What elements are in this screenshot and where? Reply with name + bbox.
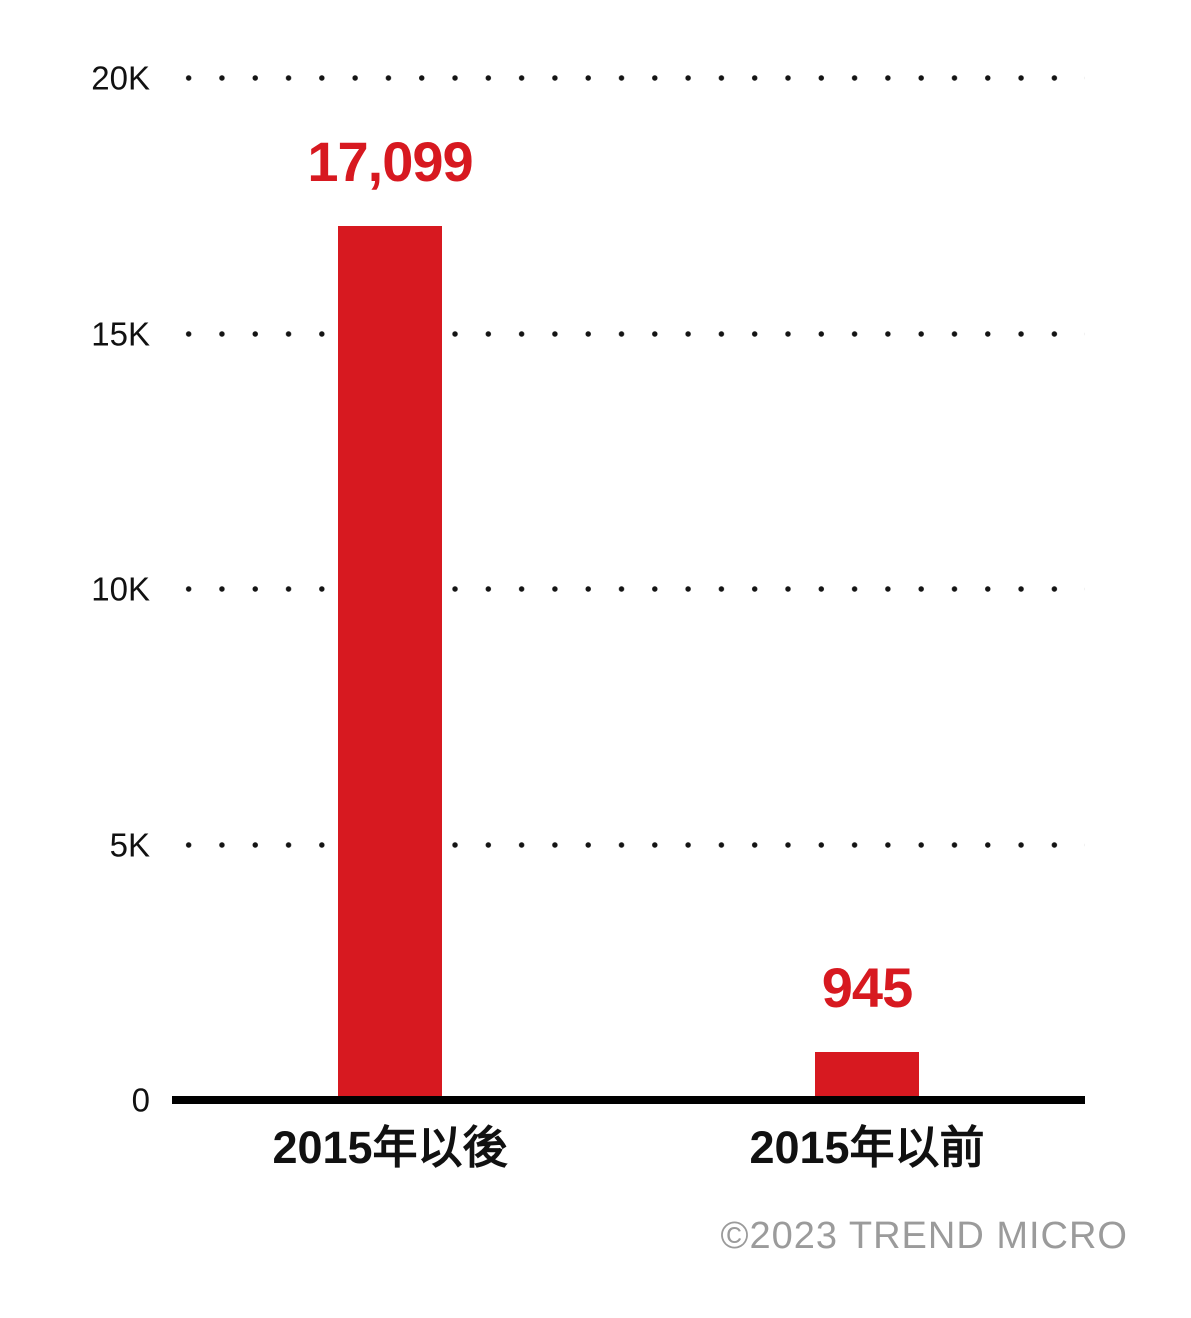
value-label-before-2015: 945 — [821, 956, 913, 1019]
y-axis: 20K 15K 10K 5K 0 — [0, 62, 150, 1117]
x-tick-label-2015-and-after: 2015年以後 — [272, 1122, 508, 1173]
y-tick-label-10k: 10K — [91, 570, 150, 608]
y-tick-label-15k: 15K — [91, 315, 150, 352]
value-label-2015-and-after: 17,099 — [307, 130, 473, 193]
gridline-15k — [172, 330, 1085, 337]
bar-before-2015 — [815, 1052, 919, 1100]
y-tick-label-5k: 5K — [109, 826, 150, 863]
y-tick-label-0: 0 — [131, 1081, 150, 1119]
x-axis-line — [172, 1096, 1085, 1104]
bar-2015-and-after — [338, 226, 442, 1100]
gridline-5k — [172, 841, 1085, 848]
plot-area: 17,099 945 2015年以後 2015年以前 — [172, 75, 1085, 1170]
gridline-10k — [172, 586, 1085, 592]
y-tick-label-20k: 20K — [91, 59, 150, 97]
copyright-text: ©2023 TREND MICRO — [720, 1215, 1128, 1257]
gridline-20k — [172, 75, 1085, 81]
x-tick-label-before-2015: 2015年以前 — [749, 1122, 985, 1173]
